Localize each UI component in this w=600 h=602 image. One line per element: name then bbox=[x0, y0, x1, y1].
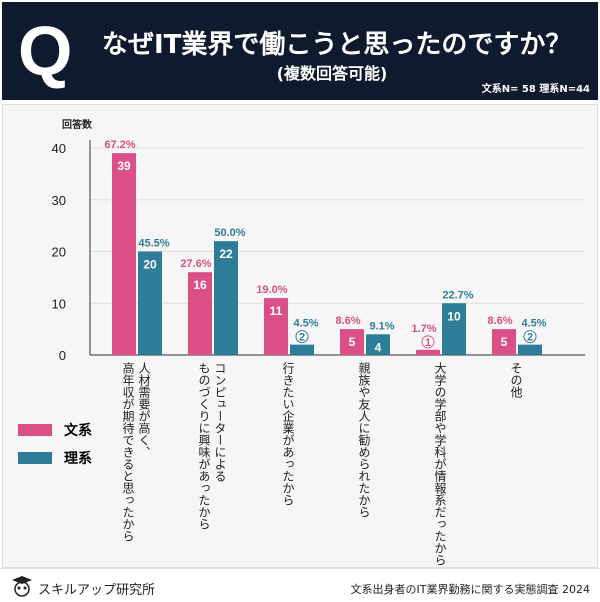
source-note: 文系出身者のIT業界勤務に関する実態調査 2024 bbox=[350, 583, 590, 596]
category-label: 行きたい企業があったから bbox=[281, 362, 295, 506]
percent-label: 19.0% bbox=[256, 284, 287, 296]
bar-bunkei bbox=[416, 349, 440, 355]
y-tick-label: 10 bbox=[52, 296, 66, 311]
percent-label: 45.5% bbox=[138, 238, 169, 250]
percent-label: 8.6% bbox=[335, 315, 360, 327]
percent-label: 8.6% bbox=[487, 315, 512, 327]
legend-rikei: 理系 bbox=[18, 448, 92, 468]
value-label: 11 bbox=[270, 304, 283, 318]
value-label: 5 bbox=[501, 335, 508, 349]
graduation-cap-icon bbox=[12, 576, 32, 597]
bar-rikei bbox=[290, 344, 314, 355]
percent-label: 50.0% bbox=[214, 227, 245, 239]
subtitle: (複数回答可能) bbox=[276, 64, 388, 83]
percent-label: 9.1% bbox=[369, 320, 394, 332]
bar-rikei bbox=[138, 251, 162, 355]
page-title: なぜIT業界で働こうと思ったのですか？ bbox=[102, 30, 572, 60]
bar-rikei bbox=[442, 303, 466, 355]
value-badge bbox=[295, 330, 309, 344]
percent-label: 67.2% bbox=[104, 139, 135, 151]
bar-bunkei bbox=[340, 329, 364, 355]
value-badge bbox=[421, 335, 435, 349]
value-label: 2 bbox=[527, 332, 533, 344]
category-label: その他 bbox=[509, 362, 523, 398]
value-label: 16 bbox=[193, 278, 207, 292]
footer: スキルアップ研究所 文系出身者のIT業界勤務に関する実態調査 2024 bbox=[0, 568, 600, 602]
percent-label: 4.5% bbox=[293, 318, 318, 330]
percent-label: 1.7% bbox=[411, 323, 436, 335]
bar-bunkei bbox=[492, 329, 516, 355]
bar-rikei bbox=[214, 241, 238, 355]
legend-swatch bbox=[18, 424, 52, 436]
category-label: コンピューターによる ものづくりに興味があったから bbox=[197, 362, 227, 530]
value-label: 5 bbox=[349, 335, 356, 349]
brand-name: スキルアップ研究所 bbox=[38, 583, 156, 598]
q-logo: Q bbox=[18, 12, 73, 90]
percent-label: 4.5% bbox=[521, 318, 546, 330]
value-label: 4 bbox=[375, 340, 382, 354]
legend-swatch bbox=[18, 452, 52, 464]
category-label: 親族や友人に勧められたから bbox=[357, 362, 371, 518]
percent-label: 22.7% bbox=[442, 289, 473, 301]
category-label: 大学の学部や学科が情報系だったから bbox=[433, 362, 447, 566]
legend-label: 文系 bbox=[64, 423, 92, 439]
value-label: 20 bbox=[143, 258, 157, 272]
value-label: 22 bbox=[219, 247, 233, 261]
bar-bunkei bbox=[264, 298, 288, 355]
y-tick-label: 20 bbox=[52, 245, 66, 260]
y-tick-label: 40 bbox=[52, 141, 66, 156]
legend-label: 理系 bbox=[64, 451, 92, 467]
legend-bunkei: 文系 bbox=[18, 420, 92, 440]
value-label: 1 bbox=[425, 337, 431, 349]
bar-bunkei bbox=[188, 272, 212, 355]
percent-label: 27.6% bbox=[180, 258, 211, 270]
y-tick-label: 30 bbox=[52, 193, 66, 208]
y-tick-label: 0 bbox=[59, 348, 66, 363]
y-axis-label: 回答数 bbox=[62, 118, 93, 131]
value-badge bbox=[523, 330, 537, 344]
value-label: 39 bbox=[117, 159, 131, 173]
value-label: 2 bbox=[299, 332, 305, 344]
value-label: 10 bbox=[447, 309, 461, 323]
bar-rikei bbox=[366, 334, 390, 355]
category-label: 人材需要が高く、 高年収が期待できると思ったから bbox=[121, 362, 151, 542]
header: Q なぜIT業界で働こうと思ったのですか？ (複数回答可能) 文系N= 58 理… bbox=[2, 2, 598, 100]
sample-size: 文系N= 58 理系N=44 bbox=[481, 84, 590, 95]
bar-rikei bbox=[518, 344, 542, 355]
bar-bunkei bbox=[112, 153, 136, 355]
